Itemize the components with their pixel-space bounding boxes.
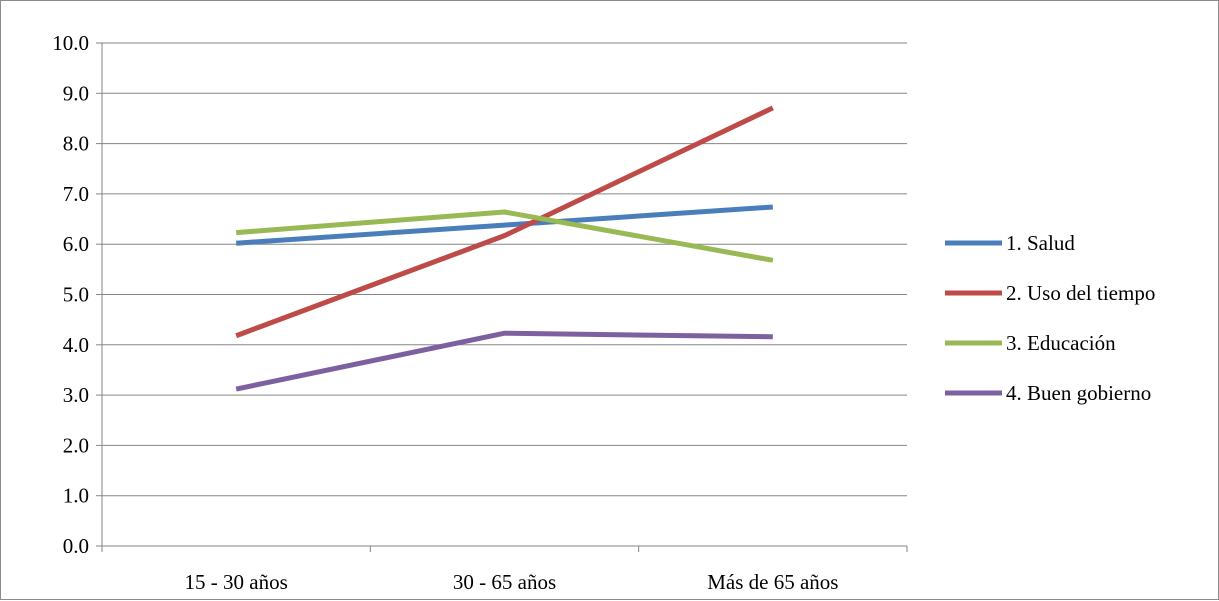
series-line-3 [235, 209, 774, 263]
legend-label-1: 1. Salud [1006, 231, 1075, 255]
x-tick-label: 15 - 30 años [185, 570, 288, 594]
legend-label-4: 4. Buen gobierno [1006, 381, 1151, 405]
y-tick-label: 7.0 [63, 182, 89, 206]
gridlines [102, 42, 907, 497]
y-tick-label: 0.0 [63, 534, 89, 558]
y-axis-tick-labels: 0.0 1.0 2.0 3.0 4.0 5.0 6.0 7.0 8.0 9.0 10.0 [52, 31, 89, 558]
y-tick-label: 9.0 [63, 81, 89, 105]
series-line-2 [235, 105, 774, 339]
legend-label-3: 3. Educación [1006, 331, 1116, 355]
x-tick-label: Más de 65 años [707, 570, 838, 594]
series-lines [235, 105, 774, 392]
y-tick-label: 1.0 [63, 484, 89, 508]
series-line-1 [235, 204, 774, 246]
x-axis-tick-labels: 15 - 30 años 30 - 65 años Más de 65 años [185, 570, 839, 594]
y-tick-label: 4.0 [63, 333, 89, 357]
y-tick-label: 6.0 [63, 232, 89, 256]
y-tick-label: 3.0 [63, 383, 89, 407]
series-line-4 [235, 330, 773, 392]
legend-label-2: 2. Uso del tiempo [1006, 281, 1155, 305]
y-tick-label: 5.0 [63, 283, 89, 307]
x-tick-label: 30 - 65 años [453, 570, 556, 594]
axes [96, 42, 908, 552]
y-tick-label: 10.0 [52, 31, 89, 55]
y-tick-label: 2.0 [63, 433, 89, 457]
y-tick-label: 8.0 [63, 132, 89, 156]
legend: 1. Salud 2. Uso del tiempo 3. Educación 4. … [945, 231, 1155, 405]
